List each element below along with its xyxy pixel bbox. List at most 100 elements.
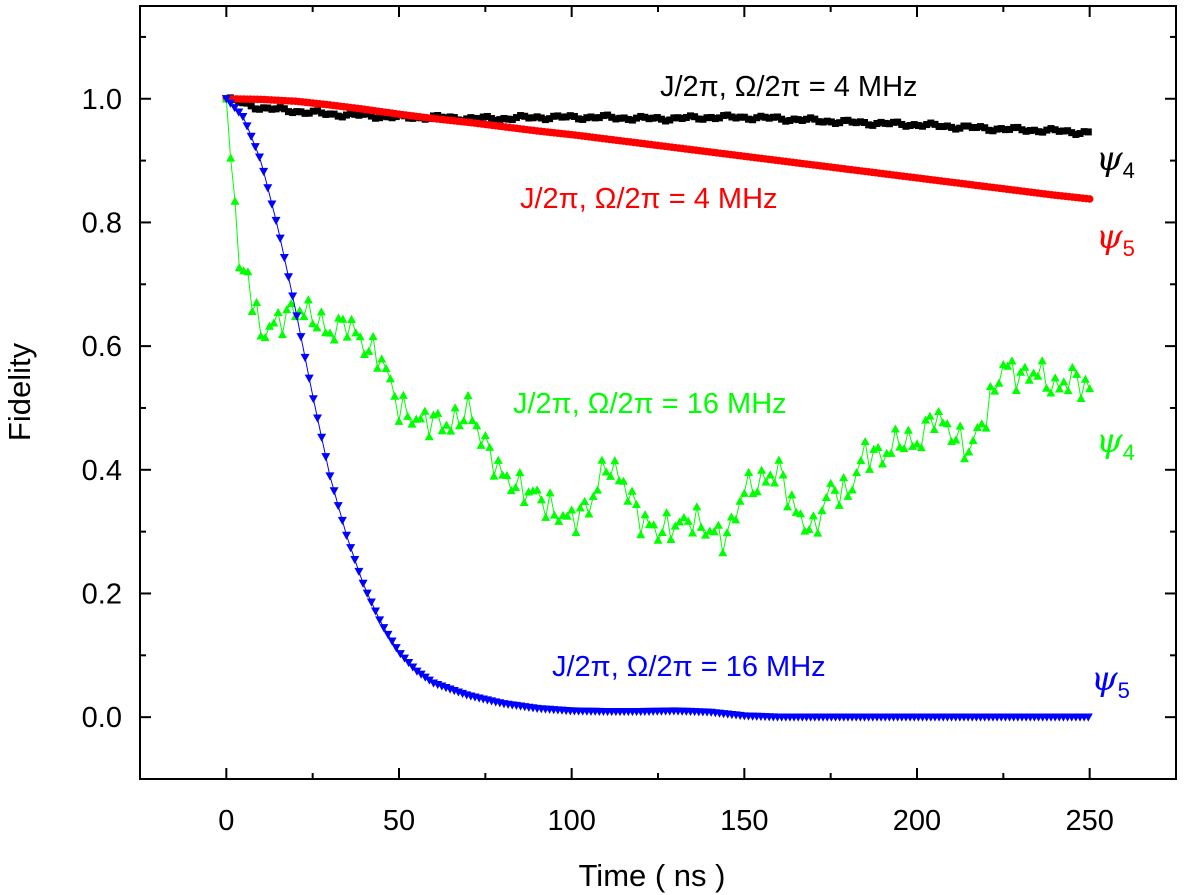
data-point bbox=[404, 659, 414, 668]
data-point bbox=[1033, 371, 1043, 380]
data-point bbox=[252, 297, 262, 307]
series-1 bbox=[222, 94, 1094, 203]
data-point bbox=[416, 670, 426, 679]
data-point bbox=[412, 667, 422, 676]
data-point bbox=[395, 650, 405, 659]
data-point bbox=[254, 153, 264, 162]
data-point bbox=[441, 420, 451, 429]
data-point bbox=[546, 115, 554, 123]
data-point bbox=[1022, 127, 1030, 135]
data-point bbox=[927, 119, 935, 127]
data-point bbox=[550, 112, 558, 120]
data-point bbox=[678, 114, 686, 122]
data-point bbox=[657, 115, 665, 123]
data-point bbox=[960, 122, 968, 130]
data-point bbox=[280, 105, 288, 113]
data-point bbox=[662, 117, 670, 125]
data-point bbox=[488, 115, 496, 123]
y-axis-title: Fidelity bbox=[2, 342, 37, 441]
data-point bbox=[955, 421, 965, 430]
data-point bbox=[504, 115, 512, 123]
data-point bbox=[604, 111, 612, 119]
data-point bbox=[517, 112, 525, 120]
data-point bbox=[250, 143, 260, 152]
data-point bbox=[238, 112, 248, 122]
data-point bbox=[279, 253, 289, 263]
data-point bbox=[296, 333, 306, 342]
data-point bbox=[566, 112, 574, 120]
data-point bbox=[670, 521, 680, 530]
data-point bbox=[289, 109, 297, 117]
annotation-black-4mhz: J/2π, Ω/2π = 4 MHz bbox=[660, 71, 918, 103]
data-point bbox=[770, 478, 780, 487]
data-point bbox=[364, 346, 374, 355]
data-point bbox=[483, 112, 491, 120]
data-point bbox=[783, 502, 792, 511]
series-line bbox=[225, 98, 1091, 553]
data-point bbox=[342, 531, 352, 540]
data-point bbox=[707, 113, 715, 121]
data-point bbox=[1085, 384, 1095, 393]
data-point bbox=[567, 505, 577, 514]
data-point bbox=[925, 411, 935, 420]
data-point bbox=[292, 312, 302, 321]
data-point bbox=[308, 395, 318, 404]
data-point bbox=[263, 184, 273, 193]
data-point bbox=[489, 471, 499, 480]
data-point bbox=[722, 528, 732, 537]
data-point bbox=[778, 470, 788, 479]
data-point bbox=[347, 314, 357, 323]
data-point bbox=[815, 118, 823, 126]
data-point bbox=[873, 119, 881, 127]
series-2 bbox=[221, 94, 1095, 557]
data-point bbox=[579, 115, 587, 123]
data-point bbox=[286, 298, 296, 308]
data-point bbox=[703, 114, 711, 122]
data-point bbox=[230, 104, 240, 113]
data-point bbox=[744, 115, 752, 123]
data-point bbox=[823, 117, 831, 125]
data-point bbox=[1055, 127, 1063, 135]
data-point bbox=[299, 311, 309, 321]
data-point bbox=[952, 125, 960, 133]
data-point bbox=[303, 295, 313, 304]
data-point bbox=[934, 406, 944, 416]
data-point bbox=[808, 511, 818, 520]
data-point bbox=[575, 115, 583, 123]
data-point bbox=[226, 153, 236, 162]
state-label-red-psi5: ψ5 bbox=[1096, 217, 1135, 261]
y-tick-label: 0.0 bbox=[82, 702, 122, 734]
data-point bbox=[506, 486, 516, 495]
data-point bbox=[782, 117, 790, 125]
data-point bbox=[628, 116, 636, 124]
data-point bbox=[728, 113, 736, 121]
data-point bbox=[1068, 129, 1076, 137]
data-point bbox=[265, 321, 274, 330]
data-point bbox=[753, 114, 761, 122]
data-point bbox=[649, 114, 657, 122]
data-point bbox=[610, 456, 620, 465]
data-point bbox=[993, 125, 1001, 133]
data-point bbox=[391, 644, 401, 653]
data-point bbox=[795, 509, 805, 518]
data-point bbox=[277, 330, 287, 339]
data-point bbox=[765, 114, 773, 122]
data-point bbox=[459, 416, 469, 425]
data-point bbox=[674, 114, 682, 122]
data-point bbox=[485, 442, 495, 451]
data-point bbox=[636, 530, 646, 539]
data-point bbox=[496, 116, 504, 124]
data-point bbox=[989, 127, 997, 135]
data-point bbox=[269, 318, 279, 327]
data-point bbox=[608, 113, 616, 121]
data-point bbox=[343, 111, 351, 119]
data-point bbox=[699, 115, 707, 123]
data-point bbox=[599, 112, 607, 120]
data-point bbox=[379, 624, 389, 633]
data-point bbox=[537, 114, 545, 122]
data-point bbox=[259, 167, 269, 176]
data-point bbox=[479, 113, 487, 121]
data-point bbox=[997, 125, 1005, 133]
data-point bbox=[351, 110, 359, 118]
y-tick-label: 0.8 bbox=[82, 207, 122, 239]
